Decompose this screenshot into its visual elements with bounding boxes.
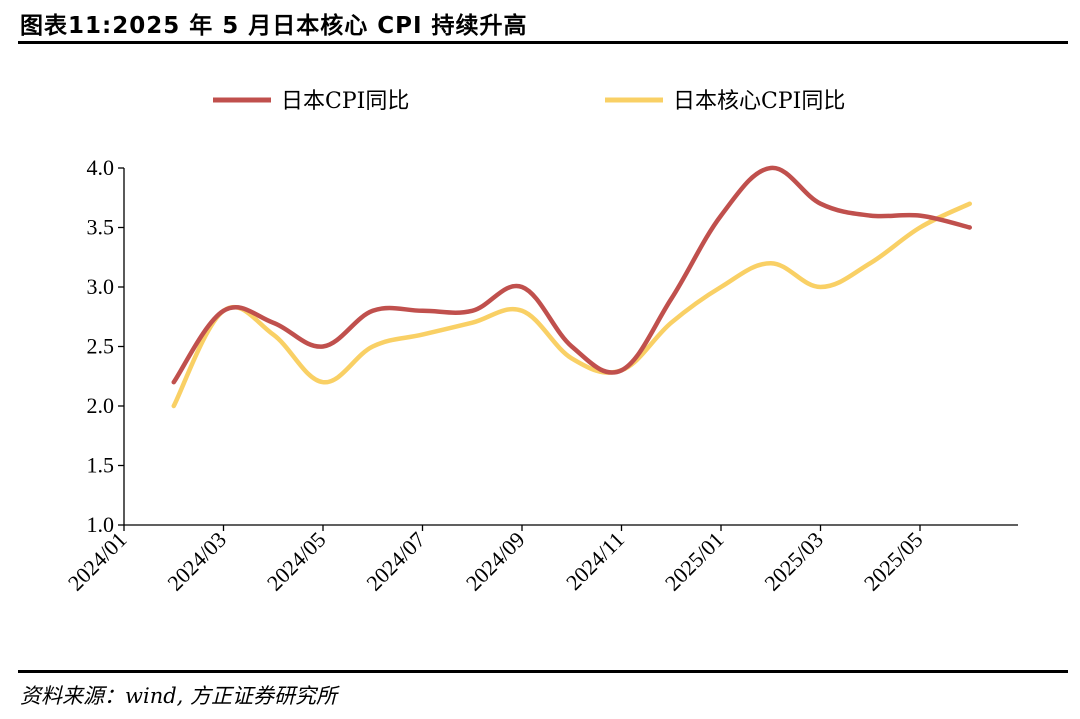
chart-title: 图表11:2025 年 5 月日本核心 CPI 持续升高 [20,13,528,39]
source-note: 资料来源：wind, 方正证券研究所 [20,684,338,708]
series-line-cpi [171,165,972,385]
x-tick-label: 2024/03 [162,527,231,596]
legend-label: 日本CPI同比 [281,89,409,114]
y-tick-label: 3.0 [87,274,115,299]
legend: 日本CPI同比 日本核心CPI同比 [213,89,845,114]
title-divider [18,41,1068,44]
legend-label: 日本核心CPI同比 [673,89,845,114]
x-tick-label: 2024/05 [262,527,331,596]
x-tick-label: 2024/01 [63,527,132,596]
x-tick-label: 2024/07 [361,527,430,596]
y-tick-label: 2.0 [87,393,115,418]
axes: 1.0 1.5 2.0 2.5 3.0 3.5 4.0 2024/01 2024/03 2024/… [63,155,1018,596]
x-tick-label: 2025/05 [859,527,928,596]
y-tick-label: 1.0 [87,512,115,537]
y-tick-label: 4.0 [87,155,115,180]
x-tick-label: 2024/11 [561,527,629,595]
source-divider [18,670,1068,673]
y-tick-label: 2.5 [87,334,115,359]
x-tick-label: 2025/03 [759,527,828,596]
line-chart: 日本CPI同比 日本核心CPI同比 1.0 1.5 2.0 2.5 3.0 3.5 4.0 20… [63,89,1018,596]
y-tick-label: 1.5 [87,453,115,478]
y-tick-label: 3.5 [87,215,115,240]
series-line-core-cpi [171,201,972,409]
plot-lines [171,165,972,409]
x-tick-label: 2024/09 [461,527,530,596]
x-tick-label: 2025/01 [660,527,729,596]
